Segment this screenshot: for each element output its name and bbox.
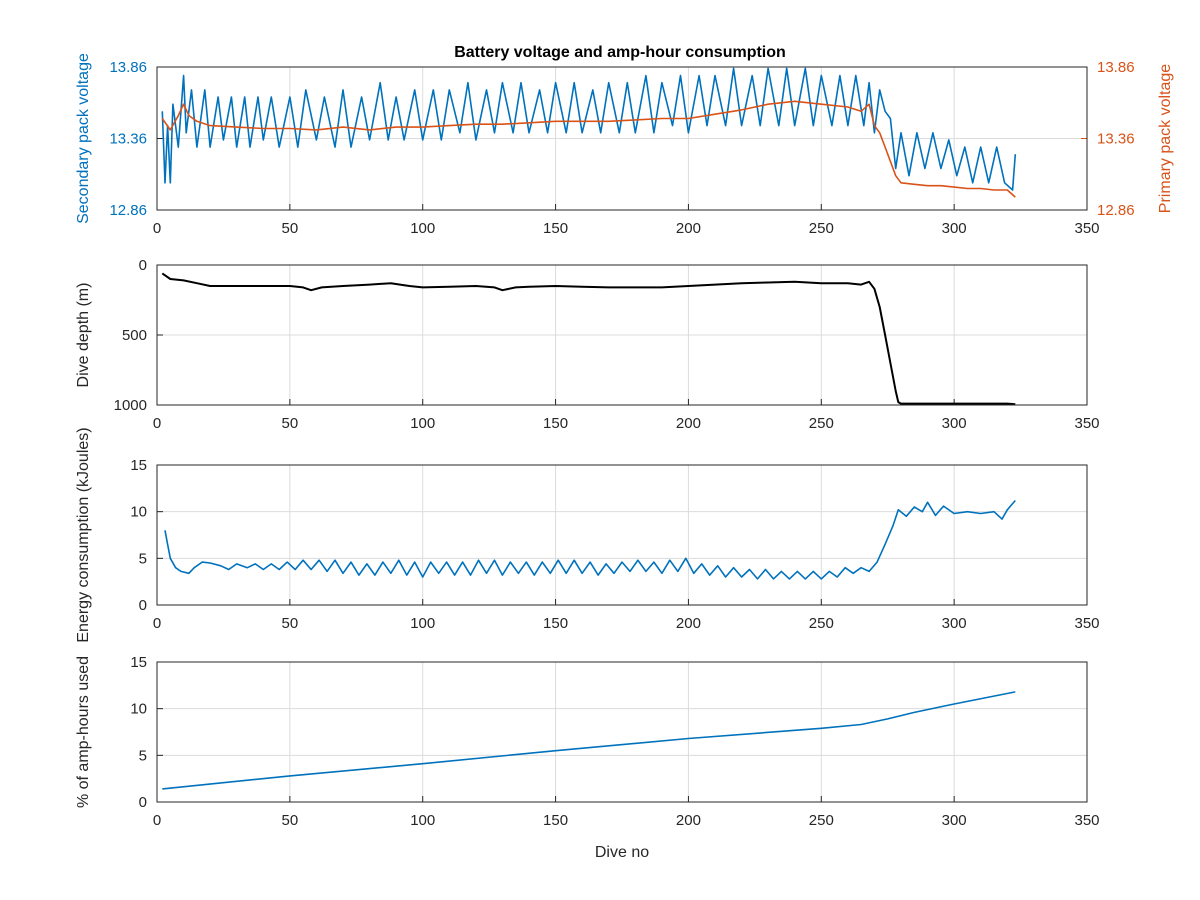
y-tick-label: 5 — [139, 747, 147, 764]
x-tick-label: 0 — [153, 615, 161, 632]
x-tick-label: 0 — [153, 220, 161, 237]
x-tick-label: 300 — [942, 812, 967, 829]
y-tick-label: 13.86 — [109, 59, 147, 76]
x-tick-label: 0 — [153, 812, 161, 829]
subplot-panels: 0 50 100 150 200 250 300 35012.8613.3613.8612.8… — [75, 53, 1174, 861]
x-tick-label: 350 — [1074, 415, 1099, 432]
axes-frame — [156, 661, 1088, 803]
series-line-secondary-voltage — [161, 67, 1017, 191]
y-right-tick-label: 13.86 — [1097, 59, 1135, 76]
x-tick-label: 250 — [809, 415, 834, 432]
series-line-primary-voltage — [161, 100, 1016, 198]
y-tick-label: 500 — [122, 327, 147, 344]
y-tick-label: 15 — [130, 457, 147, 474]
x-tick-label: 300 — [942, 220, 967, 237]
series-line-data — [164, 499, 1016, 580]
plot-area — [157, 662, 1087, 802]
amp-hours-panel: 0 50 100 150 200 250 300 350 0 5 10 15 % of amp-hour… — [75, 654, 1100, 861]
x-tick-label: 100 — [410, 415, 435, 432]
x-tick-label: 300 — [942, 415, 967, 432]
figure-title: Battery voltage and amp-hour consumption — [454, 44, 786, 61]
x-tick-label: 350 — [1074, 615, 1099, 632]
y-tick-label: 1000 — [114, 397, 147, 414]
axes-frame — [156, 264, 1088, 406]
y-tick-label: 0 — [139, 257, 147, 274]
x-tick-label: 50 — [282, 415, 299, 432]
y-tick-label: 10 — [130, 504, 147, 521]
x-tick-label: 50 — [282, 220, 299, 237]
y-tick-label: 5 — [139, 550, 147, 567]
y-axis-label: Dive depth (m) — [75, 283, 92, 388]
y-tick-label: 15 — [130, 654, 147, 671]
x-tick-label: 150 — [543, 812, 568, 829]
x-tick-label: 0 — [153, 415, 161, 432]
plot-area — [157, 465, 1087, 605]
x-tick-label: 100 — [410, 812, 435, 829]
y-axis-label: Secondary pack voltage — [75, 53, 92, 224]
x-tick-label: 300 — [942, 615, 967, 632]
x-tick-label: 350 — [1074, 812, 1099, 829]
axes-frame — [156, 66, 1088, 211]
voltage-panel: 0 50 100 150 200 250 300 35012.8613.3613.8612.8… — [75, 53, 1174, 237]
x-tick-label: 200 — [676, 415, 701, 432]
y-axis-label: % of amp-hours used — [75, 656, 92, 808]
x-tick-label: 250 — [809, 220, 834, 237]
y-tick-label: 13.36 — [109, 131, 147, 148]
x-tick-label: 150 — [543, 615, 568, 632]
x-tick-label: 100 — [410, 220, 435, 237]
energy-panel: 0 50 100 150 200 250 300 350 0 5 10 15 Energy consum… — [75, 427, 1100, 642]
y-right-tick-label: 12.86 — [1097, 202, 1135, 219]
x-tick-label: 250 — [809, 812, 834, 829]
y-tick-label: 12.86 — [109, 202, 147, 219]
y-tick-label: 10 — [130, 701, 147, 718]
axes-frame — [156, 464, 1088, 606]
y-tick-label: 0 — [139, 794, 147, 811]
x-tick-label: 50 — [282, 615, 299, 632]
y-right-tick-label: 13.36 — [1097, 131, 1135, 148]
series-line-data — [161, 272, 1016, 406]
x-tick-label: 50 — [282, 812, 299, 829]
x-tick-label: 100 — [410, 615, 435, 632]
x-tick-label: 200 — [676, 615, 701, 632]
x-tick-label: 200 — [676, 220, 701, 237]
y-axis-label: Energy consumption (kJoules) — [75, 427, 92, 642]
depth-panel: 0 50 100 150 200 250 300 350 0 500 1000 Dive depth … — [75, 257, 1100, 432]
x-axis-label: Dive no — [595, 844, 649, 861]
x-tick-label: 250 — [809, 615, 834, 632]
x-tick-label: 150 — [543, 415, 568, 432]
y-tick-label: 0 — [139, 597, 147, 614]
x-tick-label: 350 — [1074, 220, 1099, 237]
x-tick-label: 150 — [543, 220, 568, 237]
x-tick-label: 200 — [676, 812, 701, 829]
y-right-axis-label: Primary pack voltage — [1157, 64, 1174, 213]
series-line-data — [162, 691, 1016, 790]
